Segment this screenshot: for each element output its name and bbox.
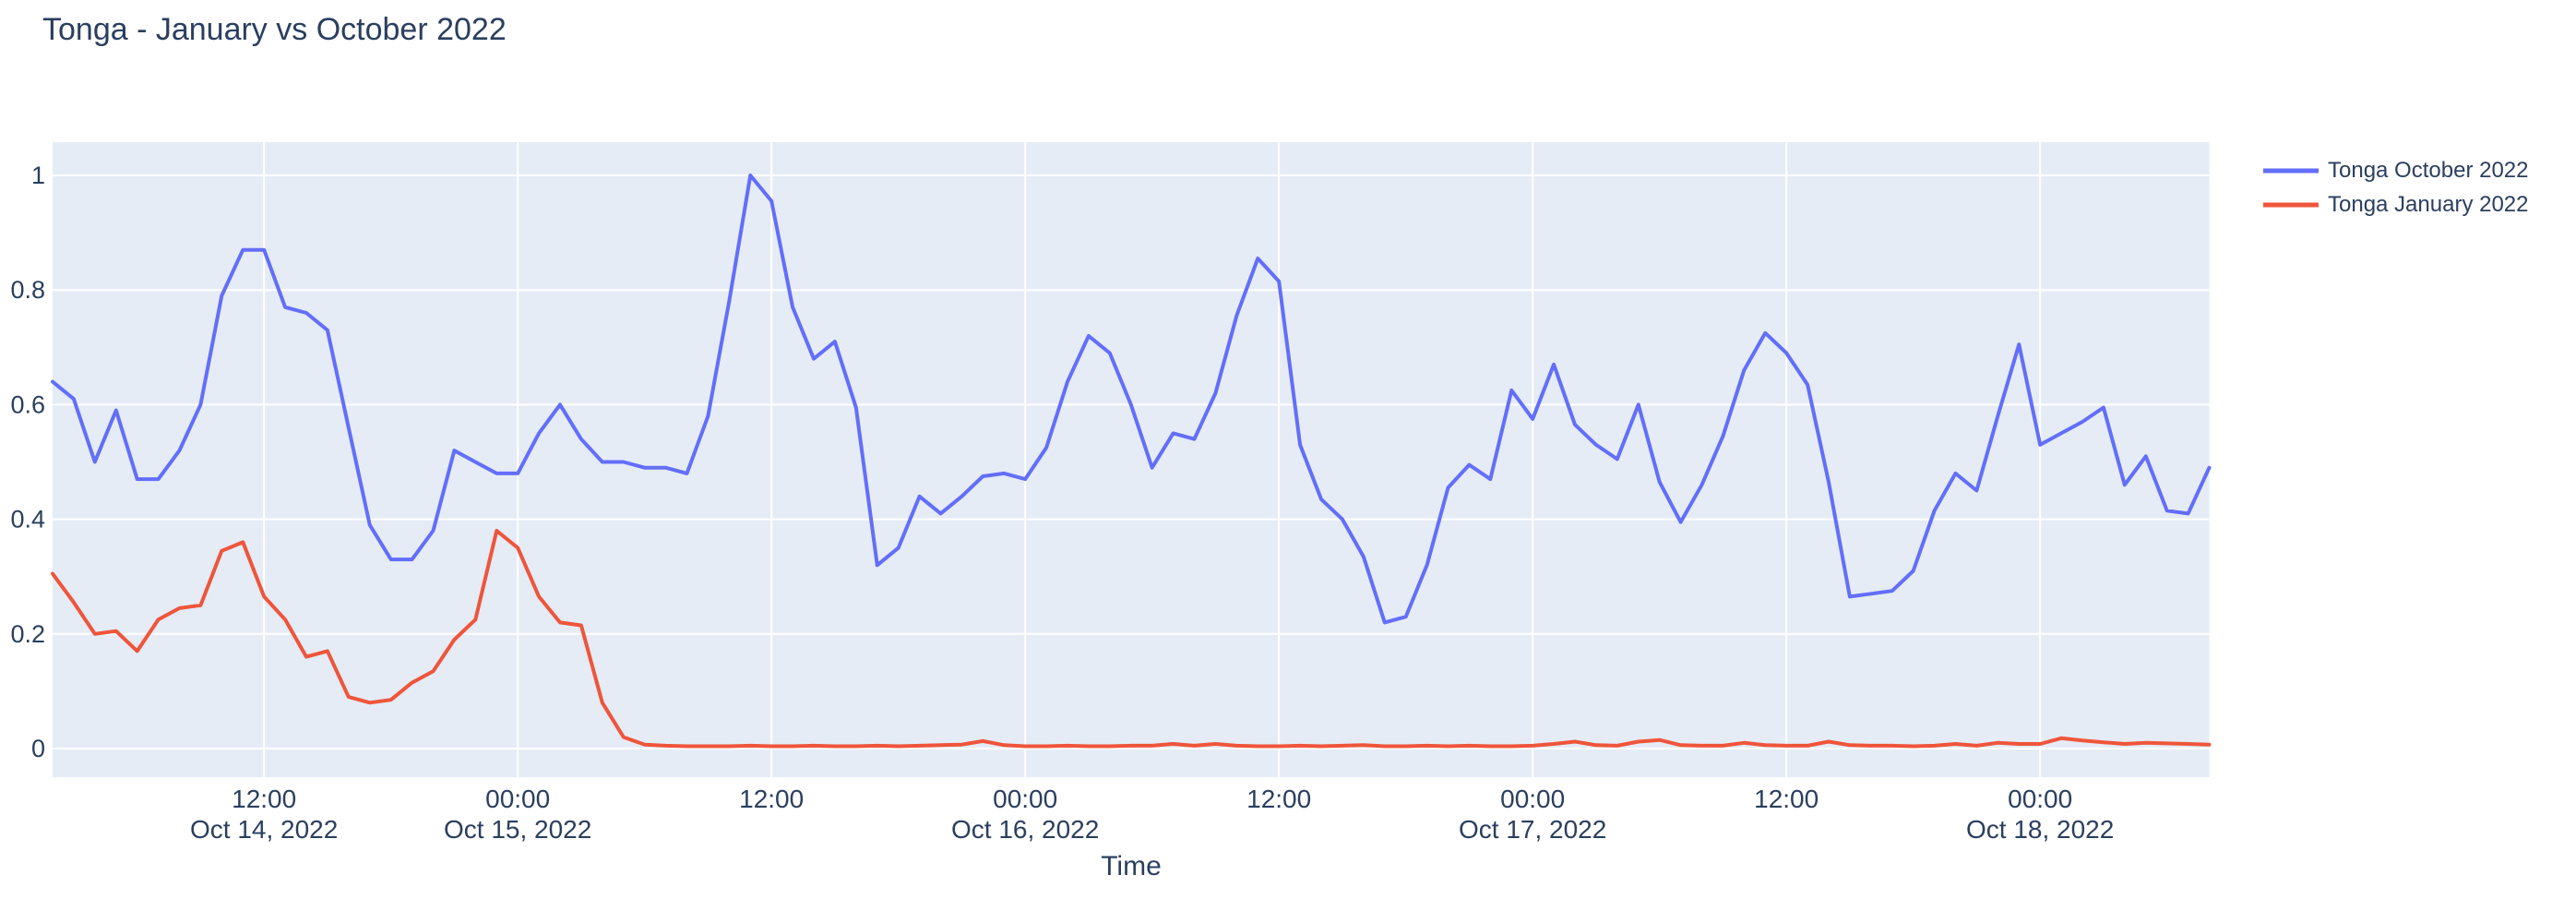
series-line-tonga-january-2022 <box>51 529 2212 749</box>
legend-label-tonga-january-2022: Tonga January 2022 <box>2328 191 2529 217</box>
series-lines <box>51 174 2212 749</box>
x-tick-time-label: 12:00 <box>232 785 296 813</box>
legend-label-tonga-october-2022: Tonga October 2022 <box>2328 157 2529 183</box>
x-tick-time-label: 00:00 <box>485 785 550 813</box>
gridlines <box>53 142 2210 777</box>
y-axis-tick-labels: 0 0.2 0.4 0.6 0.8 1 <box>10 162 45 762</box>
y-tick-label: 0 <box>31 735 45 762</box>
x-tick-time-label: 00:00 <box>2008 785 2072 813</box>
x-tick-date-label: Oct 14, 2022 <box>190 815 338 844</box>
x-axis-title: Time <box>1101 851 1162 881</box>
x-tick-time-label: 12:00 <box>1246 785 1311 813</box>
legend-item-tonga-january-2022[interactable]: Tonga January 2022 <box>2263 187 2529 222</box>
legend-line-swatch-icon <box>2263 202 2319 207</box>
y-tick-label: 1 <box>31 162 45 189</box>
x-tick-time-label: 12:00 <box>1754 785 1819 813</box>
legend-item-tonga-october-2022[interactable]: Tonga October 2022 <box>2263 153 2529 187</box>
y-tick-label: 0.2 <box>10 620 45 648</box>
x-tick-date-label: Oct 16, 2022 <box>951 815 1099 844</box>
series-line-tonga-october-2022 <box>51 174 2212 625</box>
y-tick-label: 0.6 <box>10 390 45 418</box>
x-tick-time-label: 00:00 <box>993 785 1057 813</box>
x-tick-date-label: Oct 18, 2022 <box>1966 815 2114 844</box>
x-tick-time-label: 00:00 <box>1500 785 1565 813</box>
x-tick-date-label: Oct 15, 2022 <box>444 815 591 844</box>
y-tick-label: 0.4 <box>10 506 45 533</box>
y-tick-label: 0.8 <box>10 276 45 304</box>
x-tick-time-label: 12:00 <box>739 785 804 813</box>
legend: Tonga October 2022 Tonga January 2022 <box>2263 153 2529 222</box>
legend-line-swatch-icon <box>2263 168 2319 173</box>
plot-area[interactable] <box>53 142 2210 777</box>
chart-title: Tonga - January vs October 2022 <box>42 12 507 47</box>
x-tick-date-label: Oct 17, 2022 <box>1459 815 1606 844</box>
